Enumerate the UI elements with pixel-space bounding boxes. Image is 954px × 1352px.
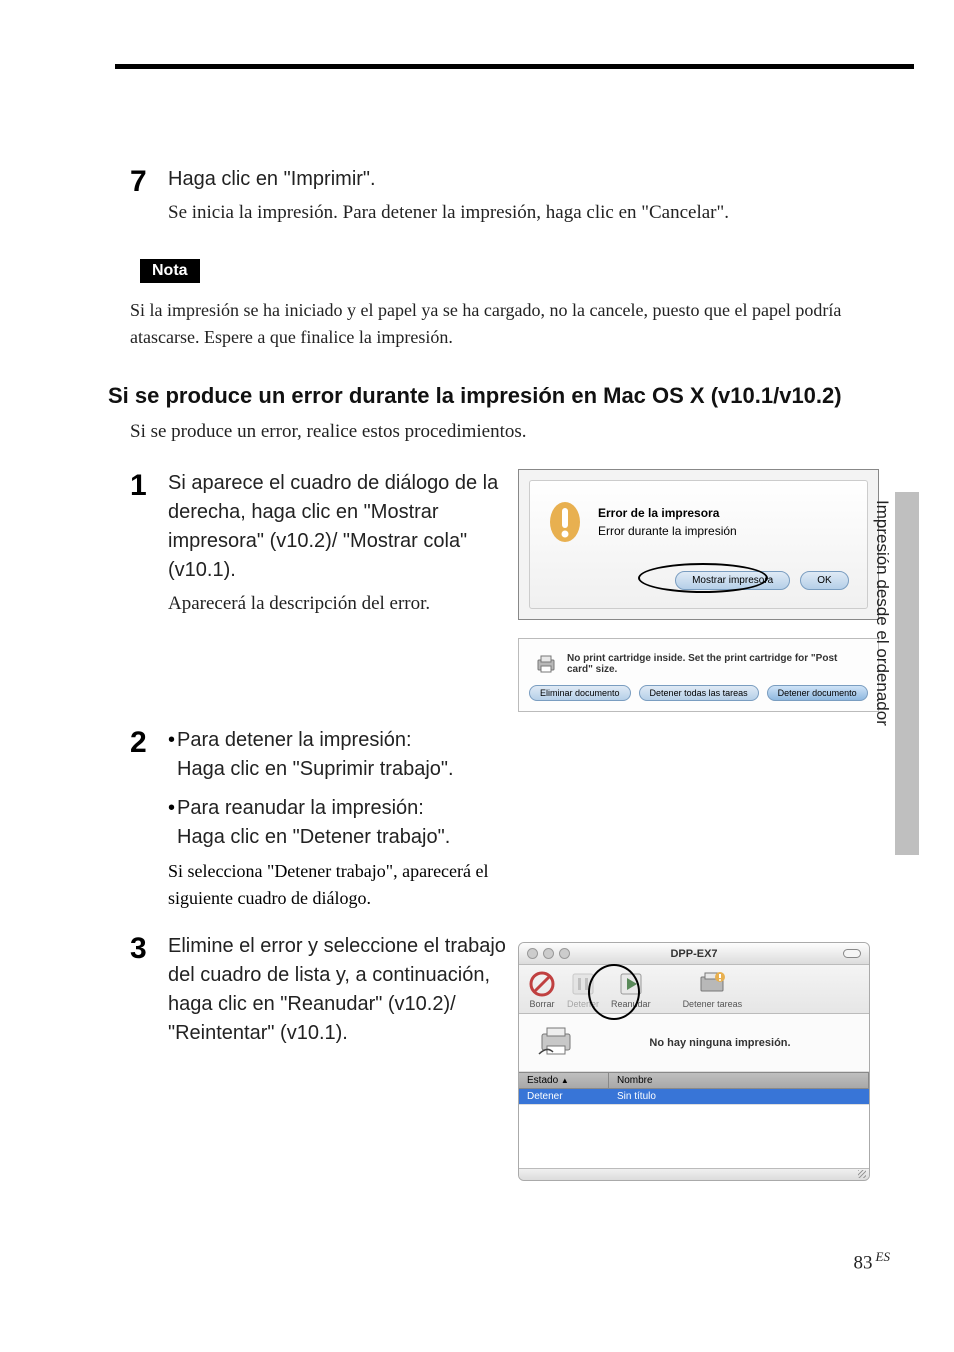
step-7-number: 7	[130, 165, 168, 197]
bullet-icon: •	[168, 794, 177, 823]
step-3-number: 3	[130, 932, 168, 964]
step-3-title: Elimine el error y seleccione el trabajo…	[168, 932, 510, 1048]
step-2-bullet-1b: Haga clic en "Suprimir trabajo".	[177, 755, 454, 784]
error-dialog-subtitle: Error durante la impresión	[598, 524, 737, 538]
printer-status-icon	[537, 1024, 575, 1061]
error-dialog-title: Error de la impresora	[598, 506, 737, 520]
nota-text: Si la impresión se ha iniciado y el pape…	[130, 297, 870, 351]
cartridge-error-text: No print cartridge inside. Set the print…	[567, 653, 862, 675]
step-7-desc: Se inicia la impresión. Para detener la …	[168, 198, 870, 227]
step-2-bullet-2b: Haga clic en "Detener trabajo".	[177, 823, 450, 852]
section-side-tab	[895, 492, 919, 855]
step-1-row: 1 Si aparece el cuadro de diálogo de la …	[130, 469, 870, 712]
ok-button[interactable]: OK	[800, 571, 848, 590]
toolbar-stop-button: Detener	[567, 971, 599, 1009]
col-nombre[interactable]: Nombre	[609, 1073, 869, 1088]
page-content: 7 Haga clic en "Imprimir". Se inicia la …	[130, 165, 870, 1181]
step-2-bullet-2a: Para reanudar la impresión:	[177, 794, 450, 823]
screenshot-print-queue: DPP-EX7 Borrar Detener Reanudar	[518, 942, 870, 1181]
section-sub: Si se produce un error, realice estos pr…	[130, 421, 870, 443]
step-2-number: 2	[130, 726, 168, 758]
queue-table-empty	[519, 1104, 869, 1168]
step-2-bullet-1a: Para detener la impresión:	[177, 726, 454, 755]
page-number: 83ES	[854, 1249, 890, 1274]
section-heading: Si se produce un error durante la impres…	[108, 381, 870, 411]
screenshot-cartridge-error: No print cartridge inside. Set the print…	[518, 638, 879, 712]
step-1-number: 1	[130, 469, 168, 501]
screenshot-error-dialog: Error de la impresora Error durante la i…	[518, 469, 879, 620]
queue-table-header: Estado ▲ Nombre	[519, 1072, 869, 1089]
row-nombre: Sin título	[609, 1089, 869, 1104]
section-side-label: Impresión desde el ordenador	[872, 500, 892, 726]
toolbar-stop-tasks-button[interactable]: Detener tareas	[683, 971, 743, 1009]
page-header-rule	[115, 64, 914, 69]
step-1-desc: Aparecerá la descripción del error.	[168, 589, 510, 618]
window-resize-grip[interactable]	[519, 1168, 869, 1180]
step-7: 7 Haga clic en "Imprimir". Se inicia la …	[130, 165, 870, 227]
queue-table-row[interactable]: Detener Sin título	[519, 1089, 869, 1104]
stop-all-tasks-button[interactable]: Detener todas las tareas	[639, 685, 759, 701]
row-estado: Detener	[519, 1089, 609, 1104]
step-7-title: Haga clic en "Imprimir".	[168, 165, 870, 194]
step-2-note: Si selecciona "Detener trabajo", aparece…	[168, 858, 550, 912]
step-1-title: Si aparece el cuadro de diálogo de la de…	[168, 469, 510, 585]
step-2-row: 2 • Para detener la impresión: Haga clic…	[130, 726, 870, 916]
toolbar-resume-button[interactable]: Reanudar	[611, 971, 651, 1009]
show-printer-button[interactable]: Mostrar impresora	[675, 571, 790, 590]
nota-badge: Nota	[140, 259, 200, 283]
sort-indicator-icon: ▲	[561, 1076, 569, 1085]
window-title: DPP-EX7	[519, 948, 869, 960]
col-estado[interactable]: Estado	[527, 1075, 558, 1086]
print-queue-status: No hay ninguna impresión.	[589, 1037, 851, 1049]
step-3-row: 3 Elimine el error y seleccione el traba…	[130, 932, 870, 1181]
toolbar-delete-button[interactable]: Borrar	[529, 971, 555, 1009]
delete-document-button[interactable]: Eliminar documento	[529, 685, 631, 701]
printer-icon	[535, 654, 557, 674]
bullet-icon: •	[168, 726, 177, 755]
warning-icon	[548, 501, 582, 543]
stop-document-button[interactable]: Detener documento	[767, 685, 868, 701]
